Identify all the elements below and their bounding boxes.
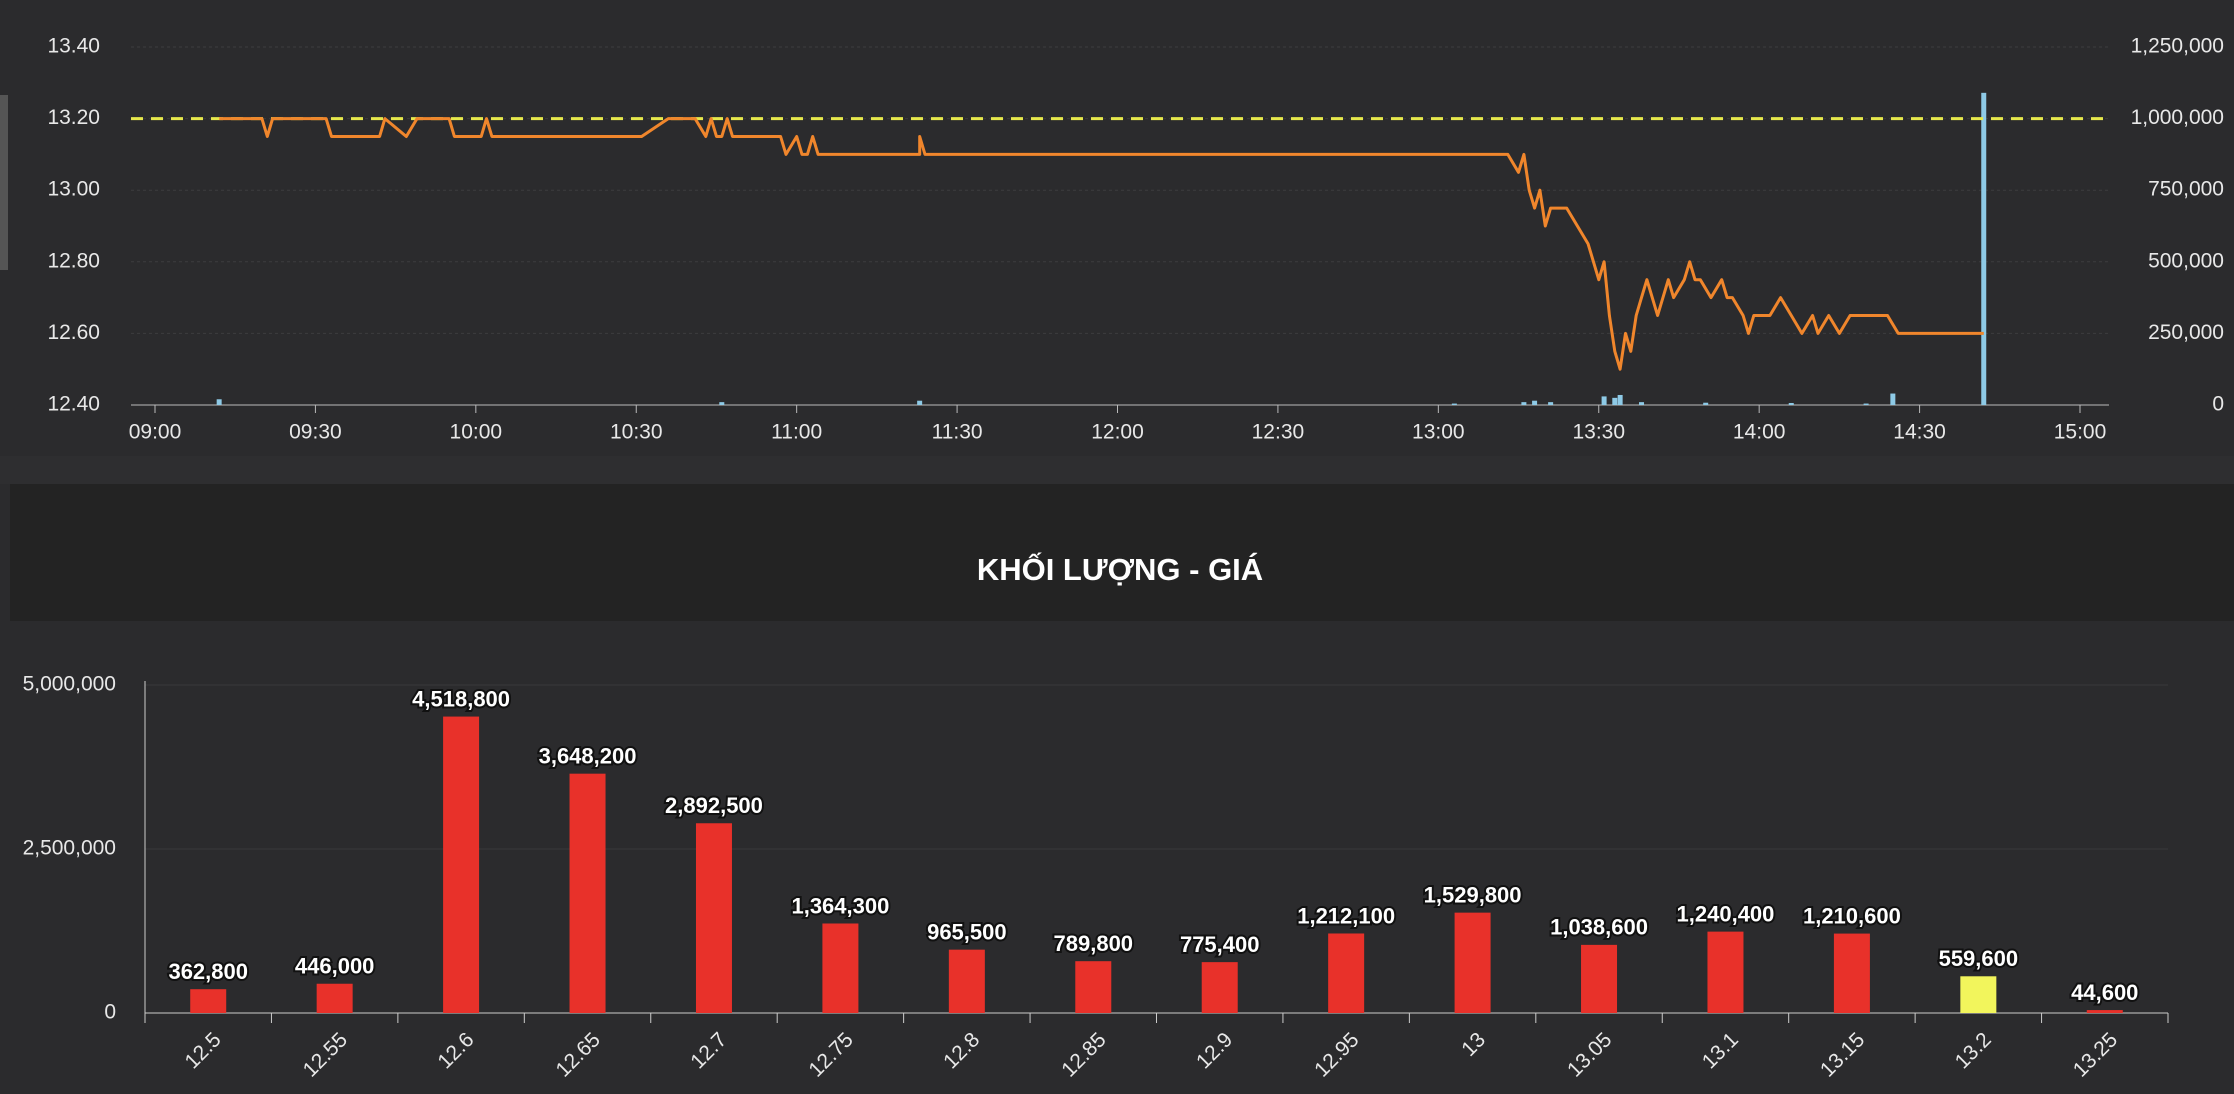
value-label: 1,212,100 xyxy=(1297,903,1395,928)
scroll-indicator xyxy=(0,95,8,270)
volume-bar xyxy=(1703,402,1709,405)
y-tick-label: 2,500,000 xyxy=(23,837,116,860)
y2-tick-label: 750,000 xyxy=(2148,178,2224,201)
volume-bar xyxy=(1788,402,1794,405)
value-label: 4,518,800 xyxy=(412,686,510,711)
x-tick-label: 14:00 xyxy=(1733,421,1786,444)
x-tick-label: 14:30 xyxy=(1893,421,1946,444)
separator xyxy=(0,456,2234,484)
chart-title: KHỐI LƯỢNG - GIÁ xyxy=(977,551,1263,587)
value-label: 1,038,600 xyxy=(1550,915,1648,940)
bar xyxy=(2086,1010,2123,1013)
y2-tick-label: 1,250,000 xyxy=(2131,35,2224,58)
volume-bar xyxy=(719,402,725,405)
y2-tick-label: 1,000,000 xyxy=(2131,106,2224,129)
value-label: 1,240,400 xyxy=(1677,901,1775,926)
bar xyxy=(190,989,227,1013)
volume-bar xyxy=(1612,397,1618,405)
y2-tick-label: 500,000 xyxy=(2148,249,2224,272)
y-tick-label: 12.60 xyxy=(47,321,100,344)
value-label: 559,600 xyxy=(1939,946,2019,971)
y2-tick-label: 0 xyxy=(2212,393,2224,416)
x-tick-label: 09:00 xyxy=(129,421,182,444)
x-tick-label: 11:00 xyxy=(771,421,822,444)
volume-bar xyxy=(1617,394,1623,405)
volume-bar xyxy=(1601,396,1607,405)
y-tick-label: 13.40 xyxy=(47,35,100,58)
value-label: 362,800 xyxy=(168,959,248,984)
volume-bar xyxy=(917,400,923,405)
bar xyxy=(569,773,606,1013)
title-band xyxy=(10,484,2234,621)
value-label: 1,529,800 xyxy=(1424,882,1522,907)
price-panel xyxy=(0,0,2234,456)
y-tick-label: 12.80 xyxy=(47,249,100,272)
value-label: 44,600 xyxy=(2071,980,2138,1005)
x-tick-label: 15:00 xyxy=(2054,421,2107,444)
y-tick-label: 0 xyxy=(104,1001,116,1024)
volume-bar xyxy=(216,399,222,405)
volume-bar xyxy=(1639,402,1645,405)
volume-bar xyxy=(1863,403,1869,405)
y-tick-label: 5,000,000 xyxy=(23,673,116,696)
bar xyxy=(1707,931,1744,1013)
bar xyxy=(695,823,732,1013)
bar xyxy=(1201,962,1238,1013)
x-tick-label: 10:30 xyxy=(610,421,663,444)
volume-bar xyxy=(1548,402,1554,405)
y-tick-label: 13.20 xyxy=(47,106,100,129)
y-tick-label: 13.00 xyxy=(47,178,100,201)
x-tick-label: 11:30 xyxy=(932,421,983,444)
value-label: 965,500 xyxy=(927,919,1007,944)
x-tick-label: 12:00 xyxy=(1091,421,1144,444)
value-label: 3,648,200 xyxy=(539,743,637,768)
volume-bar xyxy=(1890,393,1896,405)
value-label: 1,210,600 xyxy=(1803,903,1901,928)
volume-bar xyxy=(1981,92,1987,405)
bar xyxy=(1581,944,1618,1013)
x-tick-label: 13:30 xyxy=(1572,421,1625,444)
price-line xyxy=(219,117,1984,371)
bar xyxy=(948,949,985,1013)
bar xyxy=(1833,933,1870,1013)
value-label: 1,364,300 xyxy=(791,893,889,918)
y2-tick-label: 250,000 xyxy=(2148,321,2224,344)
volume-panel xyxy=(0,621,2234,1094)
value-label: 446,000 xyxy=(295,954,375,979)
x-tick-label: 12:30 xyxy=(1252,421,1305,444)
x-tick-label: 13:00 xyxy=(1412,421,1465,444)
volume-bar xyxy=(1521,402,1527,405)
y-tick-label: 12.40 xyxy=(47,393,100,416)
value-label: 775,400 xyxy=(1180,932,1260,957)
bar xyxy=(1075,961,1112,1013)
bar xyxy=(1328,933,1365,1013)
x-tick-label: 10:00 xyxy=(450,421,503,444)
x-tick-label: 09:30 xyxy=(289,421,342,444)
bar xyxy=(822,923,859,1013)
bar xyxy=(1960,976,1997,1013)
volume-bar xyxy=(1532,400,1538,405)
value-label: 789,800 xyxy=(1054,931,1134,956)
volume-bar xyxy=(1451,403,1457,405)
bar xyxy=(1454,912,1491,1013)
bar xyxy=(443,716,480,1013)
value-label: 2,892,500 xyxy=(665,793,763,818)
bar xyxy=(316,983,353,1013)
